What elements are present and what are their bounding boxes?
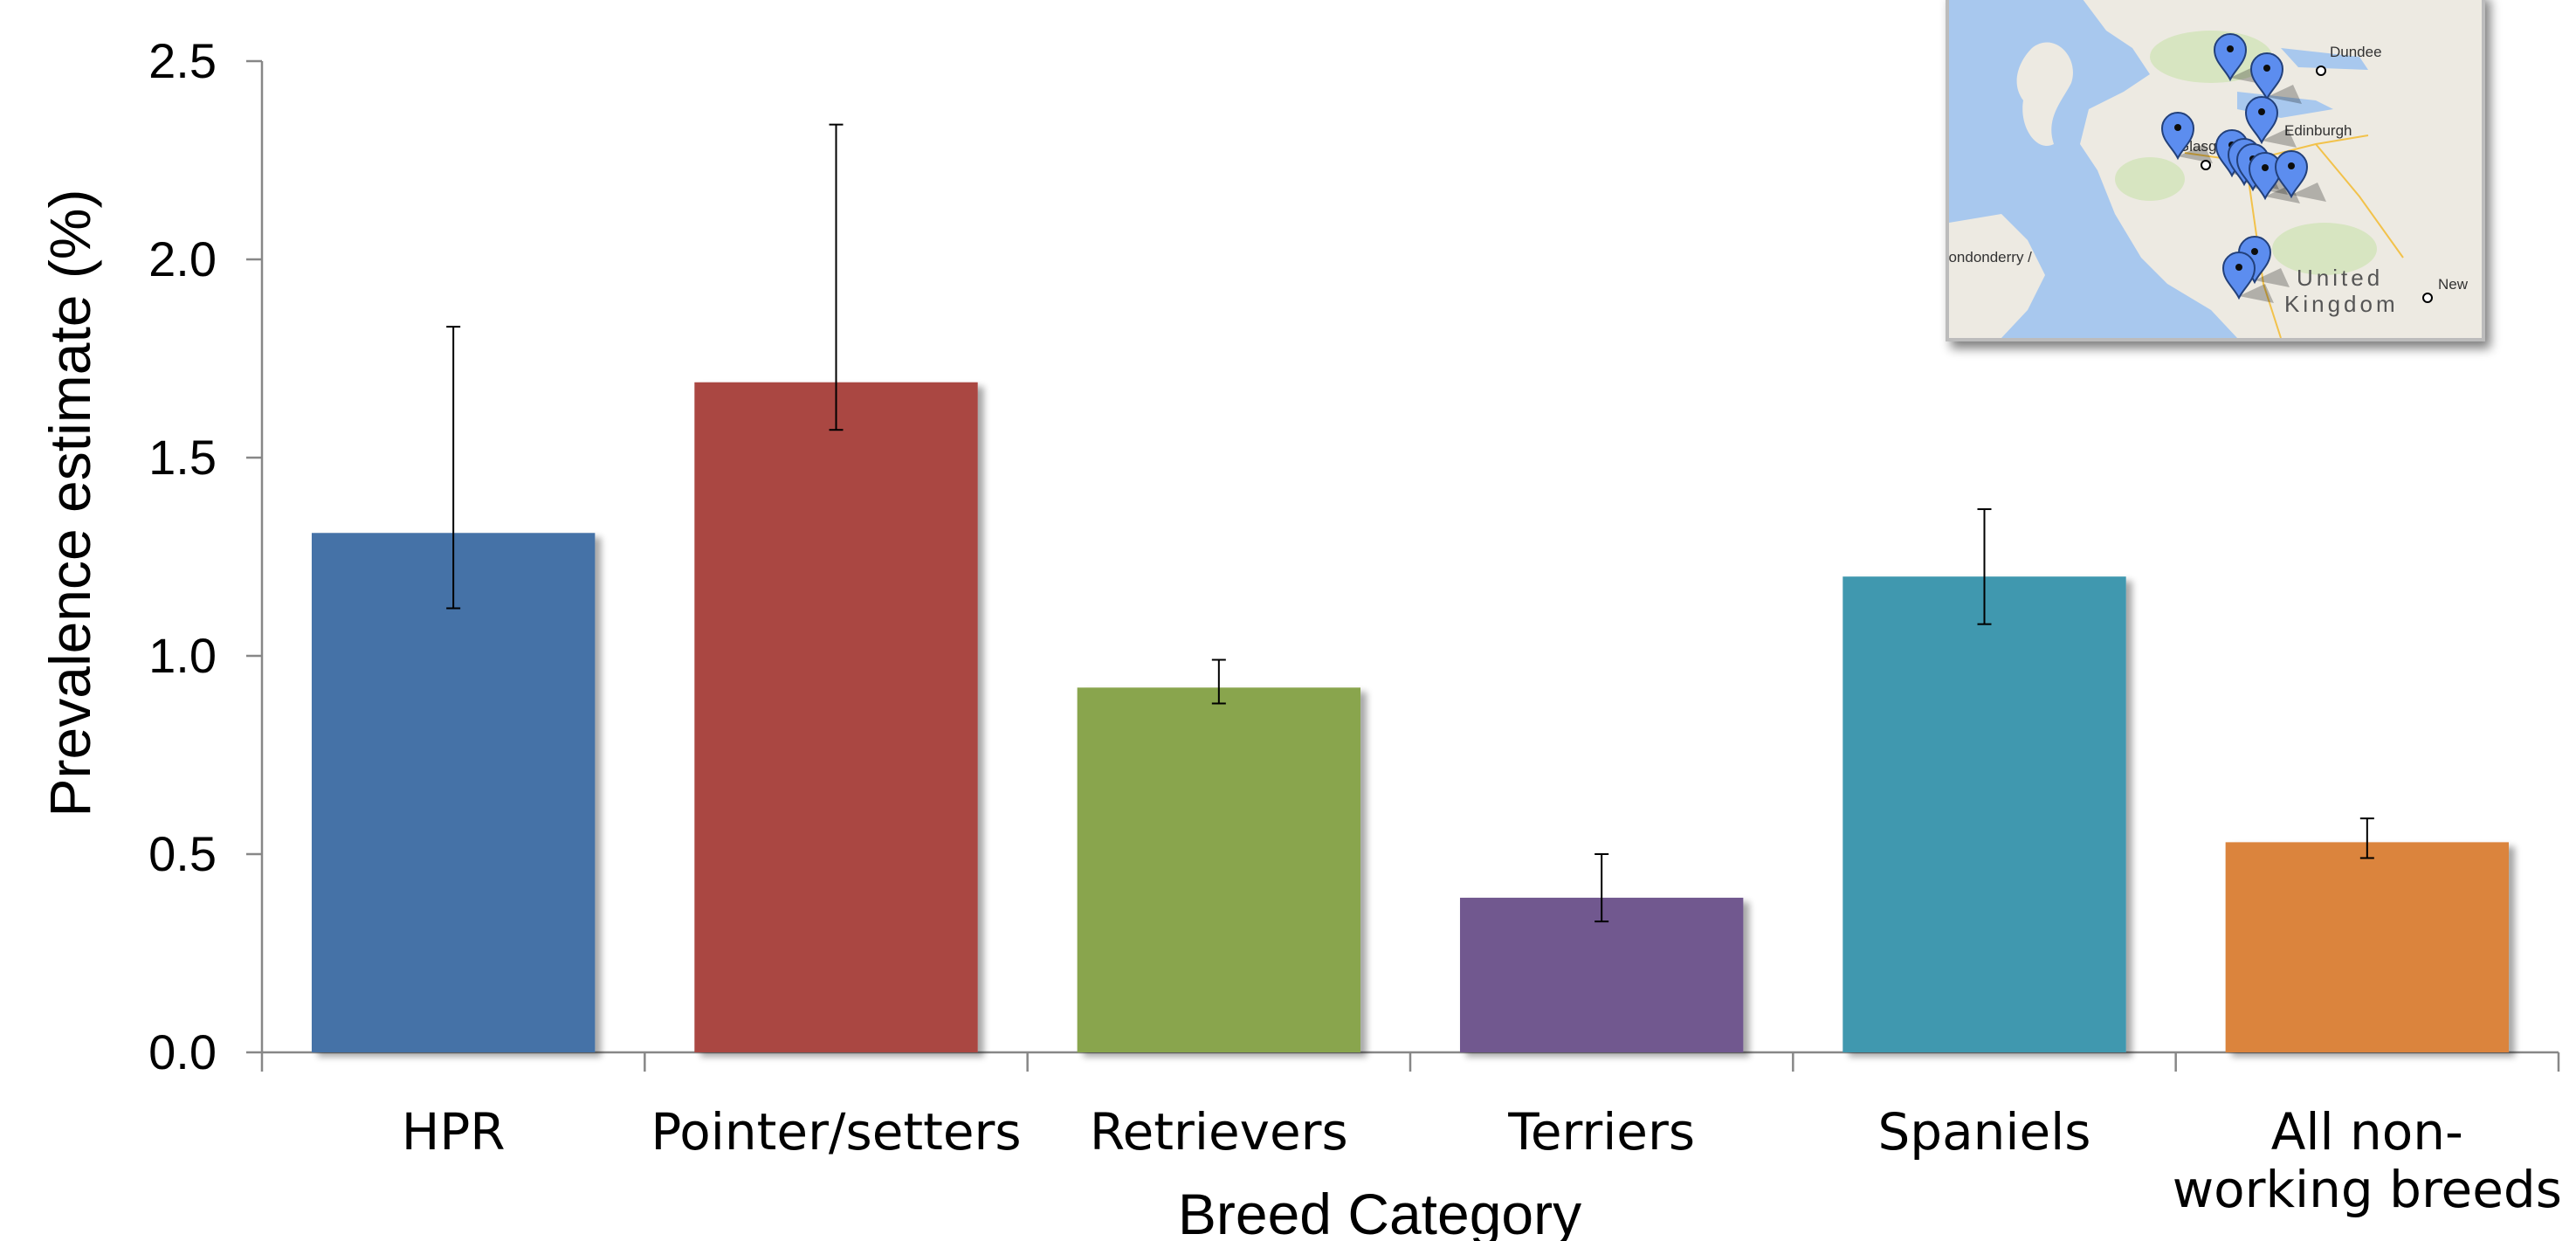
map-pin-icon (2244, 96, 2297, 148)
map-label-londonderry: Londonderry / (1940, 249, 2032, 265)
map-pin-body (2213, 33, 2248, 82)
map-pin-shadow (2267, 85, 2302, 104)
x-category-label: working breeds (2173, 1160, 2562, 1219)
map-markers (2160, 33, 2326, 303)
y-axis-title: Prevalence estimate (%) (38, 190, 102, 817)
x-category-label: HPR (402, 1102, 506, 1162)
x-category-label: Pointer/setters (651, 1102, 1021, 1162)
map-pin-body (2221, 252, 2256, 300)
map-land-ireland (1949, 214, 2045, 338)
map-pin-body (2244, 96, 2279, 145)
map-land-england (2386, 223, 2482, 338)
inset-map: Dundee Edinburgh Glasgow Londonderry / U… (1940, 0, 2485, 341)
map-pin-body (2249, 52, 2284, 101)
x-category-label: Retrievers (1090, 1102, 1348, 1162)
map-label-united: United (2297, 265, 2383, 291)
map-pin-icon (2160, 112, 2213, 163)
y-tick-label: 0.0 (148, 1024, 217, 1079)
y-tick-label: 0.5 (148, 826, 217, 881)
x-axis-title: Breed Category (1178, 1182, 1581, 1241)
map-pin-dot (2174, 124, 2181, 131)
map-pin-dot (2235, 264, 2242, 271)
map-pin-icon (2274, 150, 2326, 202)
map-label-new: New (2438, 276, 2469, 293)
chart-axes (246, 59, 2560, 1072)
y-tick-label: 2.5 (148, 33, 217, 88)
x-category-label: All non- (2271, 1102, 2463, 1162)
map-pin-dot (2262, 164, 2269, 171)
map-label-edinburgh: Edinburgh (2284, 122, 2352, 139)
map-pin-shadow (2262, 128, 2297, 148)
map-pin-dot (2263, 65, 2270, 72)
labels-group: 0.0 0.5 1.0 1.5 2.0 2.5 HPR Pointer/setters Retr… (148, 33, 2562, 1219)
x-category-label: Spaniels (1877, 1102, 2090, 1162)
map-pin-dot (2288, 162, 2295, 169)
map-pin-shadow (2178, 144, 2213, 163)
map-pin-body (2160, 112, 2195, 161)
bar (1459, 897, 1744, 1052)
bar (1077, 687, 1361, 1052)
x-category-label: Terriers (1507, 1102, 1695, 1162)
bar (311, 533, 596, 1052)
map-green-areas (2115, 31, 2377, 275)
map-pin-dot (2258, 108, 2265, 115)
map-pin-dot (2251, 248, 2258, 255)
error-bars-group (446, 123, 2374, 923)
y-tick-label: 1.5 (148, 430, 217, 485)
map-label-dundee: Dundee (2330, 44, 2382, 60)
map-land-islands (2016, 42, 2073, 146)
map-pin-body (2274, 150, 2309, 199)
map-pin-icon (2249, 52, 2302, 104)
map-pin-dot (2227, 45, 2234, 52)
bars-group (311, 382, 2510, 1052)
bar (694, 382, 978, 1052)
map-town-dots (2201, 65, 2433, 303)
map-label-kingdom: Kingdom (2284, 291, 2399, 317)
map-pin-shadow (2239, 284, 2274, 303)
map-pin-shadow (2255, 268, 2290, 287)
y-tick-label: 2.0 (148, 231, 217, 286)
map-pin-icon (2221, 252, 2274, 303)
map-pin-body (2248, 152, 2283, 201)
bar (1842, 576, 2126, 1052)
map-water-firth-east (2281, 48, 2368, 70)
bar (2225, 842, 2510, 1052)
map-pin-shadow (2291, 183, 2326, 202)
y-tick-label: 1.0 (148, 628, 217, 683)
